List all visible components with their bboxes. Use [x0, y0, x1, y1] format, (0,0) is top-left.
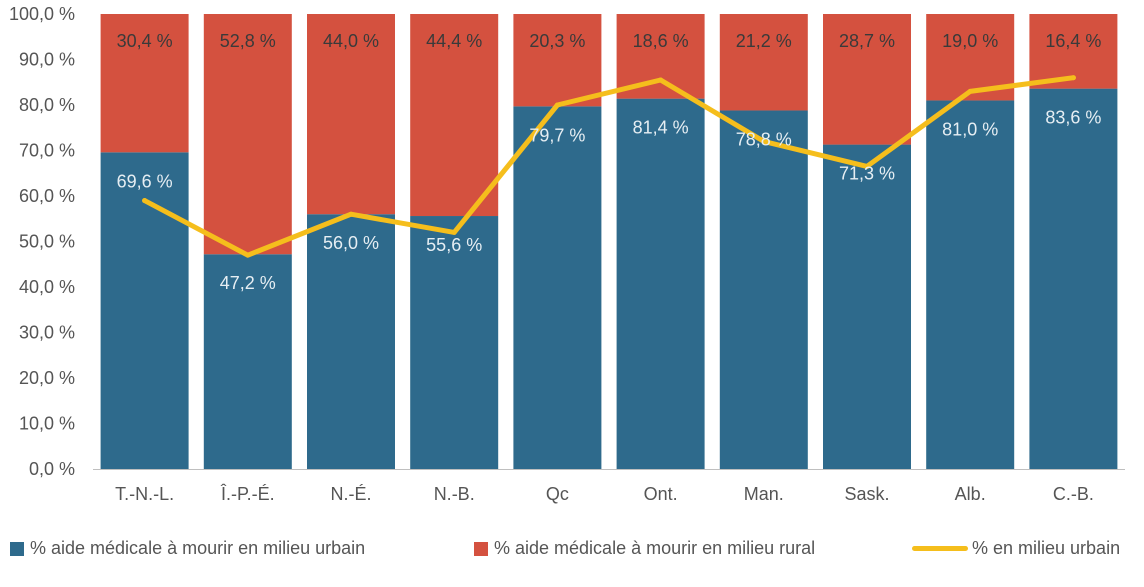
data-label-urban: 47,2 % [220, 273, 276, 293]
data-label-rural: 44,4 % [426, 31, 482, 51]
data-label-urban: 56,0 % [323, 233, 379, 253]
bar-urban [100, 152, 189, 469]
bar-rural [513, 14, 602, 107]
y-tick-label: 60,0 % [19, 186, 75, 206]
data-label-rural: 16,4 % [1045, 31, 1101, 51]
data-label-rural: 21,2 % [736, 31, 792, 51]
legend-label-rural: % aide médicale à mourir en milieu rural [494, 538, 816, 558]
y-tick-label: 0,0 % [29, 459, 75, 479]
x-tick-label: N.-É. [330, 484, 371, 504]
y-tick-label: 90,0 % [19, 50, 75, 70]
x-tick-label: C.-B. [1053, 484, 1094, 504]
x-tick-label: Man. [744, 484, 784, 504]
y-tick-label: 40,0 % [19, 277, 75, 297]
data-label-rural: 44,0 % [323, 31, 379, 51]
bar-urban [1029, 88, 1118, 470]
data-label-urban: 69,6 % [117, 171, 173, 191]
y-tick-label: 50,0 % [19, 232, 75, 252]
data-label-rural: 28,7 % [839, 31, 895, 51]
data-label-urban: 79,7 % [529, 125, 585, 145]
bar-rural [100, 14, 189, 153]
x-tick-label: N.-B. [434, 484, 475, 504]
bar-rural [307, 14, 395, 215]
bar-rural [203, 14, 292, 255]
bar-rural [719, 14, 808, 111]
x-tick-label: Ont. [644, 484, 678, 504]
data-label-rural: 30,4 % [117, 31, 173, 51]
line-point [245, 252, 251, 258]
y-tick-label: 100,0 % [9, 4, 75, 24]
x-axis: T.-N.-L. Î.-P.-É. N.-É. N.-B. Qc Ont. Man. Sask… [93, 469, 1125, 504]
legend-label-urban: % aide médicale à mourir en milieu urbai… [30, 538, 366, 558]
y-tick-label: 10,0 % [19, 414, 75, 434]
line-point [864, 163, 870, 169]
x-tick-label: Qc [546, 484, 569, 504]
data-label-urban: 55,6 % [426, 235, 482, 255]
bar-rural [410, 14, 499, 217]
legend-swatch-urban [10, 541, 24, 556]
y-tick-label: 30,0 % [19, 323, 75, 343]
data-label-urban: 81,0 % [942, 119, 998, 139]
legend-item-rural: % aide médicale à mourir en milieu rural [474, 538, 815, 559]
legend-label-line: % en milieu urbain [972, 538, 1121, 558]
line-point [451, 229, 457, 235]
bar-urban [823, 144, 911, 469]
line-point [658, 77, 664, 83]
bar-urban [307, 214, 395, 469]
bar-urban [410, 216, 499, 469]
bar-urban [513, 106, 602, 470]
bar-urban [616, 98, 705, 469]
bar-label-group: 30,4 % 69,6 % 52,8 % 47,2 % 44,0 % 56,0 % 44,4… [117, 31, 1102, 293]
data-label-urban: 78,8 % [736, 129, 792, 149]
data-label-urban: 83,6 % [1045, 108, 1101, 128]
legend-swatch-rural [474, 541, 488, 556]
line-point [142, 198, 148, 204]
data-label-rural: 18,6 % [633, 31, 689, 51]
x-tick-label: T.-N.-L. [115, 484, 174, 504]
data-label-rural: 19,0 % [942, 31, 998, 51]
legend-swatch-line [912, 546, 968, 551]
y-tick-label: 70,0 % [19, 141, 75, 161]
x-tick-label: Alb. [955, 484, 986, 504]
bar-urban [203, 254, 292, 469]
data-label-rural: 20,3 % [529, 31, 585, 51]
data-label-urban: 71,3 % [839, 164, 895, 184]
bar-urban [926, 100, 1015, 469]
y-axis: 0,0 % 10,0 % 20,0 % 30,0 % 40,0 % 50,0 % 60,0 … [9, 4, 75, 479]
legend-item-urban: % aide médicale à mourir en milieu urbai… [10, 538, 365, 559]
legend-item-line: % en milieu urbain [912, 538, 1120, 559]
line-point [761, 138, 767, 144]
x-tick-label: Sask. [844, 484, 889, 504]
line-point [967, 88, 973, 94]
line-point [1070, 75, 1076, 81]
y-tick-label: 80,0 % [19, 95, 75, 115]
data-label-urban: 81,4 % [633, 118, 689, 138]
legend: % aide médicale à mourir en milieu urbai… [0, 538, 1144, 568]
bar-rural [823, 14, 911, 145]
data-label-rural: 52,8 % [220, 31, 276, 51]
line-urban-percent [142, 75, 1076, 258]
x-tick-label: Î.-P.-É. [220, 484, 275, 504]
line-point [348, 211, 354, 217]
line-point [554, 102, 560, 108]
bar-urban [719, 110, 808, 470]
y-tick-label: 20,0 % [19, 368, 75, 388]
line-series [142, 75, 1076, 258]
bar-group [100, 14, 1118, 470]
bar-rural [616, 14, 705, 99]
